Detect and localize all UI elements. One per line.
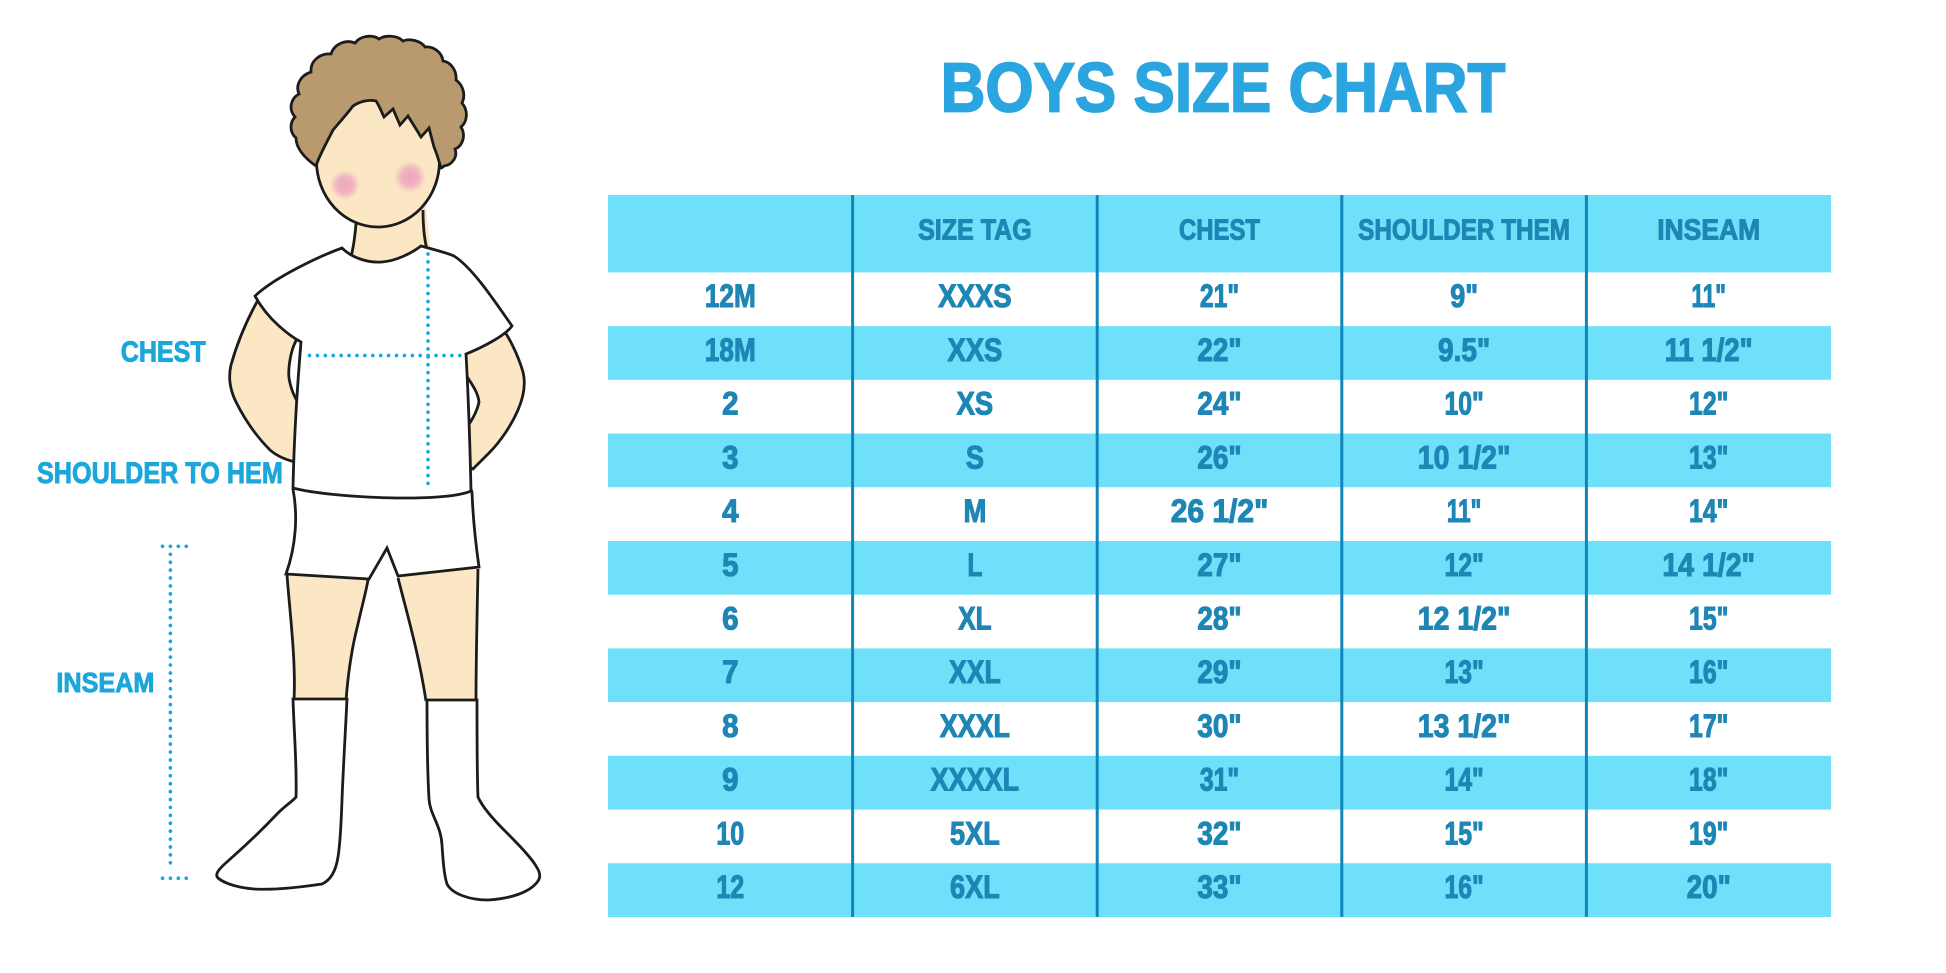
svg-text:10": 10" bbox=[1444, 386, 1483, 422]
svg-text:9: 9 bbox=[722, 762, 738, 798]
svg-text:17": 17" bbox=[1689, 708, 1728, 744]
svg-text:14": 14" bbox=[1444, 762, 1483, 798]
svg-text:13": 13" bbox=[1444, 654, 1483, 690]
svg-text:30": 30" bbox=[1197, 708, 1241, 744]
svg-text:3: 3 bbox=[722, 439, 738, 475]
svg-text:9.5": 9.5" bbox=[1438, 332, 1490, 368]
svg-text:12M: 12M bbox=[705, 278, 756, 314]
svg-text:XXS: XXS bbox=[947, 332, 1002, 368]
svg-text:11": 11" bbox=[1692, 278, 1726, 314]
svg-text:28": 28" bbox=[1197, 601, 1241, 637]
svg-text:24": 24" bbox=[1197, 386, 1241, 422]
svg-text:13 1/2": 13 1/2" bbox=[1418, 708, 1511, 744]
svg-text:SHOULDER TO HEM: SHOULDER TO HEM bbox=[37, 457, 283, 490]
svg-text:18": 18" bbox=[1689, 762, 1728, 798]
svg-text:12: 12 bbox=[716, 869, 744, 905]
svg-text:XXXL: XXXL bbox=[940, 708, 1010, 744]
svg-text:INSEAM: INSEAM bbox=[56, 667, 154, 698]
svg-text:15": 15" bbox=[1444, 815, 1483, 851]
svg-text:CHEST: CHEST bbox=[1179, 214, 1260, 246]
svg-text:26 1/2": 26 1/2" bbox=[1171, 493, 1269, 529]
svg-text:27": 27" bbox=[1197, 547, 1241, 583]
svg-text:2: 2 bbox=[722, 386, 738, 422]
svg-text:18M: 18M bbox=[705, 332, 756, 368]
svg-text:XXXS: XXXS bbox=[938, 278, 1011, 314]
svg-text:6XL: 6XL bbox=[950, 869, 1000, 905]
svg-text:20": 20" bbox=[1687, 869, 1731, 905]
svg-text:XL: XL bbox=[958, 601, 991, 637]
svg-text:22": 22" bbox=[1197, 332, 1241, 368]
svg-text:XXXXL: XXXXL bbox=[931, 762, 1020, 798]
svg-text:5XL: 5XL bbox=[950, 815, 1000, 851]
svg-text:13": 13" bbox=[1689, 439, 1728, 475]
svg-text:14 1/2": 14 1/2" bbox=[1662, 547, 1755, 583]
svg-text:S: S bbox=[966, 439, 984, 475]
svg-text:8: 8 bbox=[722, 708, 738, 744]
svg-text:5: 5 bbox=[722, 547, 738, 583]
svg-text:10: 10 bbox=[716, 815, 744, 851]
svg-text:11 1/2": 11 1/2" bbox=[1665, 332, 1753, 368]
svg-text:SHOULDER THEM: SHOULDER THEM bbox=[1358, 214, 1570, 246]
svg-text:12": 12" bbox=[1444, 547, 1483, 583]
svg-text:CHEST: CHEST bbox=[121, 337, 206, 369]
svg-text:9": 9" bbox=[1450, 278, 1478, 314]
svg-text:29": 29" bbox=[1197, 654, 1241, 690]
svg-text:XS: XS bbox=[957, 386, 994, 422]
svg-text:16": 16" bbox=[1444, 869, 1483, 905]
svg-text:10 1/2": 10 1/2" bbox=[1418, 439, 1511, 475]
svg-text:33": 33" bbox=[1197, 869, 1241, 905]
svg-text:XXL: XXL bbox=[949, 654, 1001, 690]
svg-text:SIZE TAG: SIZE TAG bbox=[918, 214, 1032, 246]
svg-text:26": 26" bbox=[1197, 439, 1241, 475]
svg-text:21": 21" bbox=[1200, 278, 1239, 314]
svg-text:12 1/2": 12 1/2" bbox=[1418, 601, 1511, 637]
svg-text:16": 16" bbox=[1689, 654, 1728, 690]
svg-text:32": 32" bbox=[1197, 815, 1241, 851]
svg-text:15": 15" bbox=[1689, 601, 1728, 637]
svg-text:19": 19" bbox=[1689, 815, 1728, 851]
svg-text:11": 11" bbox=[1447, 493, 1481, 529]
svg-text:12": 12" bbox=[1689, 386, 1728, 422]
svg-text:4: 4 bbox=[722, 493, 739, 529]
svg-text:14": 14" bbox=[1689, 493, 1728, 529]
svg-text:31": 31" bbox=[1200, 762, 1239, 798]
svg-text:BOYS SIZE CHART: BOYS SIZE CHART bbox=[941, 48, 1506, 126]
svg-text:7: 7 bbox=[722, 654, 738, 690]
svg-text:L: L bbox=[967, 547, 982, 583]
svg-text:M: M bbox=[963, 493, 986, 529]
svg-text:6: 6 bbox=[722, 601, 738, 637]
svg-text:INSEAM: INSEAM bbox=[1657, 214, 1760, 246]
